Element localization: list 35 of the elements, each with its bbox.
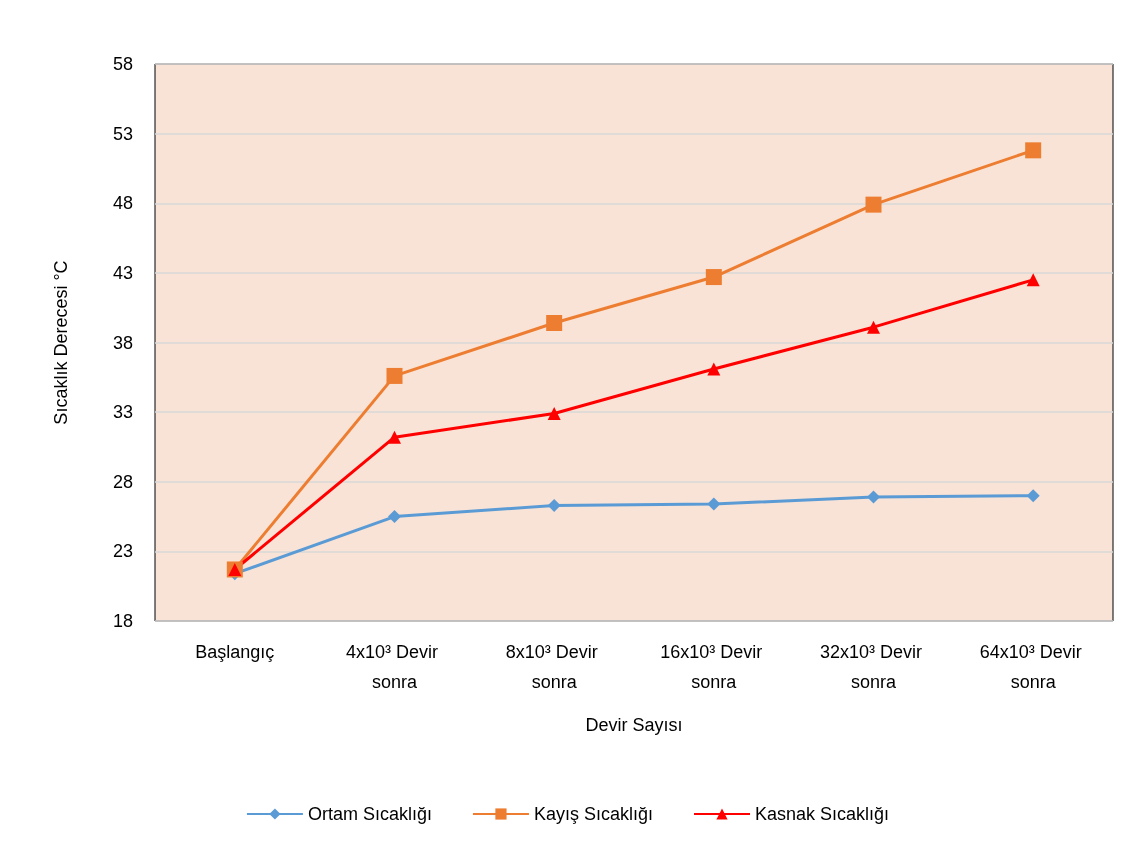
point — [388, 430, 401, 444]
legend-label: Kayış Sıcaklığı — [533, 804, 654, 824]
y-tick-label: 53 — [112, 123, 133, 144]
point — [546, 315, 563, 332]
point — [707, 362, 721, 376]
y-tick-label: 23 — [112, 541, 133, 562]
point — [388, 510, 401, 524]
point — [1025, 142, 1042, 159]
point — [865, 196, 882, 213]
x-tick-label: 32x10³ Devir sonra — [819, 642, 928, 692]
point — [547, 407, 561, 421]
legend-label: Ortam Sıcaklığı — [307, 804, 432, 824]
point — [547, 498, 561, 512]
point — [1026, 273, 1040, 287]
x-tick-label: 64x10³ Devir sonra — [979, 642, 1087, 692]
x-tick-label: 8x10³ Devir sonra — [505, 642, 603, 692]
point — [1026, 489, 1040, 503]
x-tick-label: 16x10³ Devir sonra — [660, 642, 768, 692]
x-tick-label: 4x10³ Devir sonra — [345, 642, 444, 692]
point — [705, 269, 722, 286]
y-tick-label: 38 — [112, 332, 133, 353]
y-axis-title: Sıcaklık Derecesi °C — [51, 260, 71, 425]
point — [867, 320, 880, 334]
y-tick-label: 28 — [112, 471, 133, 492]
y-tick-label: 48 — [112, 193, 133, 214]
point — [707, 497, 721, 511]
x-tick-label: Başlangıç — [195, 642, 275, 662]
x-axis-title: Devir Sayısı — [585, 715, 683, 735]
y-tick-label: 33 — [112, 402, 133, 423]
y-tick-label: 43 — [112, 262, 133, 283]
y-tick-label: 18 — [112, 611, 133, 631]
point — [386, 367, 403, 384]
point — [867, 490, 880, 504]
y-tick-label: 58 — [112, 54, 133, 74]
legend-label: Kasnak Sıcaklığı — [755, 804, 890, 824]
